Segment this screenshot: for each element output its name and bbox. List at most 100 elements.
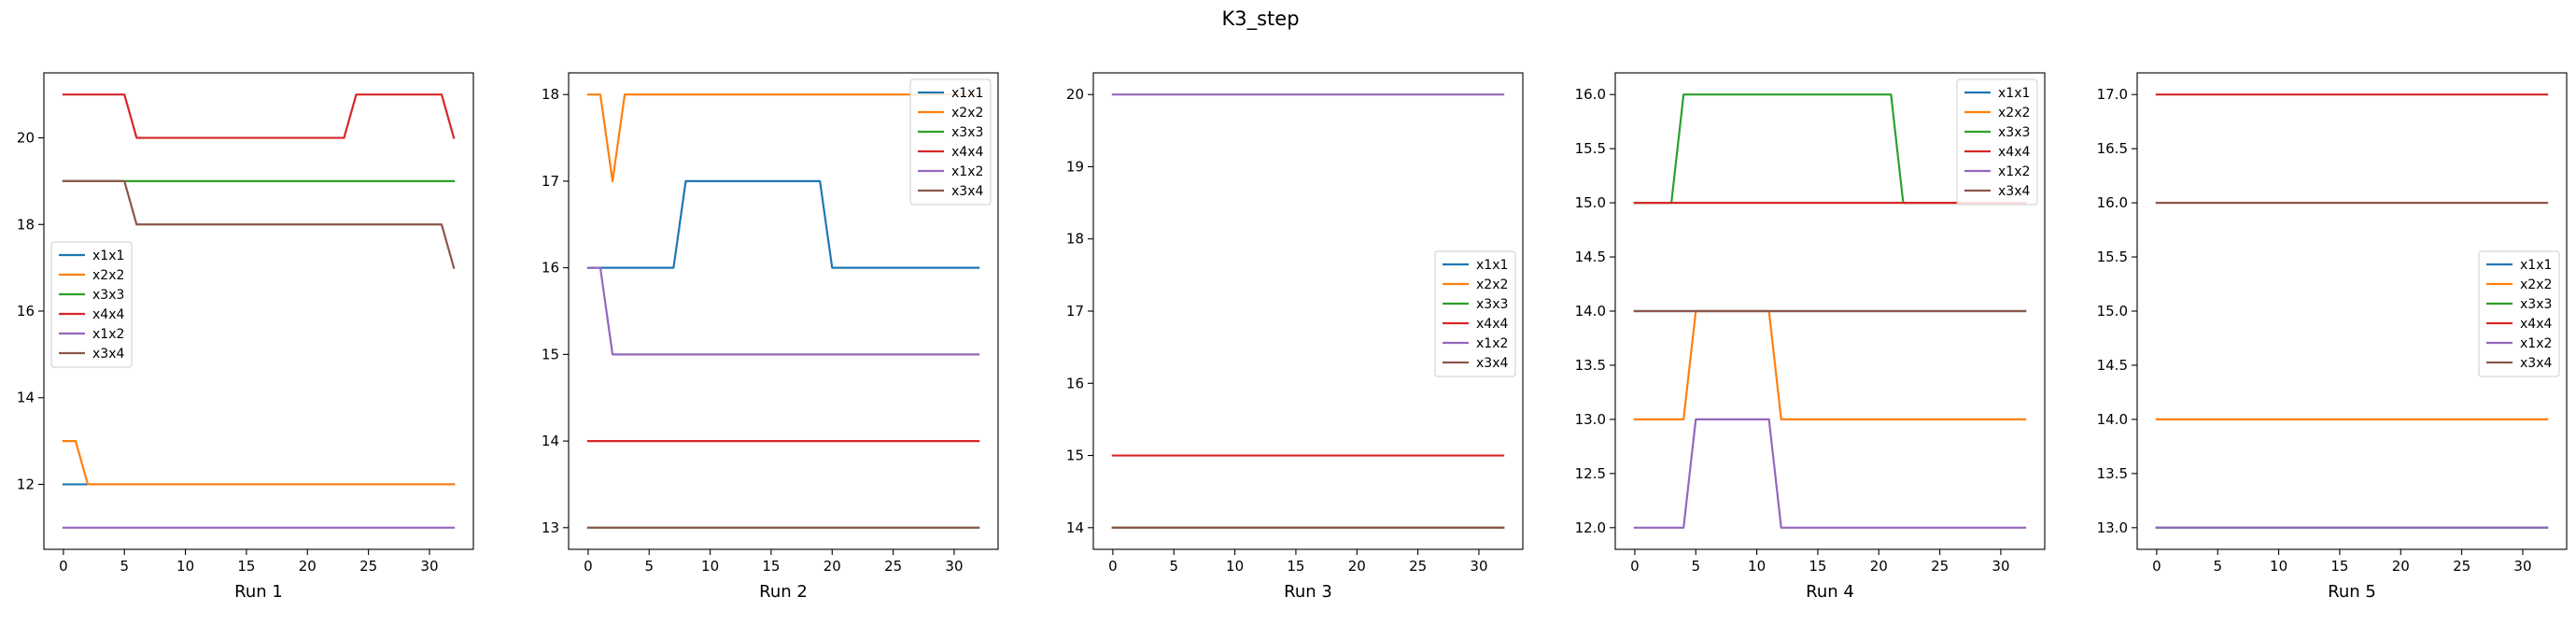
x-tick-label: 5 — [1691, 558, 1700, 575]
x-tick-label: 15 — [1809, 558, 1826, 575]
series-line-x1x2 — [1633, 418, 2027, 529]
y-tick-label: 13.5 — [2097, 465, 2128, 482]
series-line-x1x2 — [586, 266, 980, 356]
legend-label-x4x4: x4x4 — [1998, 145, 2030, 160]
x-tick-label: 10 — [701, 558, 719, 575]
legend-label-x3x4: x3x4 — [951, 184, 983, 199]
legend: x1x1 x2x2 x3x3 x4x4 x1x2 x3x4 — [909, 78, 992, 206]
series-line-x3x4 — [62, 179, 456, 269]
y-tick-label: 18 — [1066, 231, 1084, 248]
y-tick-label: 13.0 — [2097, 519, 2128, 536]
y-tick-label: 15.0 — [1575, 194, 1606, 211]
y-tick-label: 12.5 — [1575, 465, 1606, 482]
x-tick-label: 25 — [1931, 558, 1949, 575]
y-tick-label: 17 — [1066, 303, 1084, 320]
y-tick-label: 14.5 — [2097, 357, 2128, 374]
y-tick-label: 14 — [1066, 519, 1084, 536]
legend-frame — [1434, 250, 1516, 377]
x-tick-label: 10 — [2270, 558, 2287, 575]
series-group — [586, 93, 980, 529]
legend-label-x3x3: x3x3 — [1998, 125, 2030, 140]
series-line-x2x2 — [62, 439, 456, 486]
x-tick-label: 0 — [1630, 558, 1640, 575]
legend-label-x2x2: x2x2 — [1476, 277, 1508, 292]
y-tick-label: 20 — [17, 130, 35, 147]
legend-label-x4x4: x4x4 — [2520, 317, 2552, 332]
x-tick-label: 25 — [1409, 558, 1427, 575]
y-tick-label: 15.5 — [2097, 249, 2128, 265]
x-tick-label: 30 — [945, 558, 963, 575]
x-axis-label: Run 4 — [1806, 582, 1854, 602]
y-tick-label: 16 — [542, 260, 559, 277]
legend-label-x3x3: x3x3 — [92, 288, 124, 303]
y-tick-label: 17.0 — [2097, 86, 2128, 103]
legend-frame — [909, 78, 992, 206]
y-tick-label: 18 — [542, 86, 559, 103]
x-tick-label: 10 — [176, 558, 194, 575]
legend-label-x1x2: x1x2 — [1476, 336, 1508, 351]
legend-label-x3x3: x3x3 — [2520, 297, 2552, 312]
series-line-x1x1 — [586, 179, 980, 269]
axes-frame — [568, 72, 999, 550]
x-tick-label: 5 — [644, 558, 654, 575]
series-group — [62, 93, 456, 529]
y-tick-label: 13.0 — [1575, 411, 1606, 428]
legend: x1x1 x2x2 x3x3 x4x4 x1x2 x3x4 — [1956, 78, 2038, 206]
series-line-x4x4 — [62, 93, 456, 139]
series-line-x2x2 — [586, 93, 980, 183]
legend-label-x3x4: x3x4 — [2520, 356, 2552, 371]
y-tick-label: 14.0 — [2097, 411, 2128, 428]
y-tick-label: 15.5 — [1575, 140, 1606, 157]
x-tick-label: 15 — [1287, 558, 1304, 575]
x-tick-label: 5 — [120, 558, 129, 575]
legend-label-x1x1: x1x1 — [951, 86, 983, 101]
y-tick-label: 12.0 — [1575, 519, 1606, 536]
x-tick-label: 20 — [2392, 558, 2410, 575]
legend-label-x3x3: x3x3 — [951, 125, 983, 140]
figure-suptitle: K3_step — [1221, 7, 1299, 31]
legend: x1x1 x2x2 x3x3 x4x4 x1x2 x3x4 — [50, 241, 133, 368]
x-tick-label: 20 — [1870, 558, 1888, 575]
legend-label-x4x4: x4x4 — [951, 145, 983, 160]
chart-panel-4: 0 5 10 15 20 25 30 12.0 12.5 13.0 13.5 14.0 14.5 15.0… — [1575, 72, 2046, 602]
y-tick-label: 20 — [1066, 86, 1084, 103]
legend-label-x3x4: x3x4 — [92, 347, 124, 362]
y-tick-label: 16 — [1066, 375, 1084, 391]
legend-label-x1x2: x1x2 — [1998, 164, 2030, 179]
y-tick-label: 19 — [1066, 158, 1084, 175]
legend-label-x1x1: x1x1 — [2520, 258, 2552, 273]
x-tick-label: 10 — [1748, 558, 1766, 575]
y-tick-label: 14.0 — [1575, 303, 1606, 320]
x-tick-label: 20 — [823, 558, 841, 575]
legend-label-x1x2: x1x2 — [951, 164, 983, 179]
y-tick-label: 15 — [1066, 447, 1084, 464]
legend-label-x3x3: x3x3 — [1476, 297, 1508, 312]
x-tick-label: 15 — [2330, 558, 2348, 575]
y-tick-label: 16.5 — [2097, 140, 2128, 157]
series-group — [1633, 93, 2027, 529]
x-axis-label: Run 5 — [2328, 582, 2376, 602]
x-tick-label: 15 — [762, 558, 780, 575]
y-tick-label: 14 — [542, 433, 559, 449]
legend-label-x1x2: x1x2 — [92, 327, 124, 342]
y-tick-label: 12 — [17, 476, 35, 492]
legend-label-x2x2: x2x2 — [92, 268, 124, 283]
y-tick-label: 15 — [542, 346, 559, 362]
series-group — [2155, 93, 2549, 529]
y-tick-label: 13 — [542, 519, 559, 536]
y-tick-label: 16.0 — [1575, 86, 1606, 103]
legend-label-x2x2: x2x2 — [1998, 106, 2030, 121]
y-tick-label: 15.0 — [2097, 303, 2128, 320]
x-tick-label: 0 — [2152, 558, 2161, 575]
x-tick-label: 5 — [1169, 558, 1178, 575]
y-tick-label: 14.5 — [1575, 249, 1606, 265]
y-tick-label: 16.0 — [2097, 194, 2128, 211]
legend-label-x2x2: x2x2 — [951, 106, 983, 121]
y-tick-label: 17 — [542, 173, 559, 190]
x-tick-label: 10 — [1226, 558, 1244, 575]
x-tick-label: 5 — [2213, 558, 2222, 575]
x-tick-label: 15 — [237, 558, 255, 575]
legend: x1x1 x2x2 x3x3 x4x4 x1x2 x3x4 — [2478, 250, 2560, 377]
